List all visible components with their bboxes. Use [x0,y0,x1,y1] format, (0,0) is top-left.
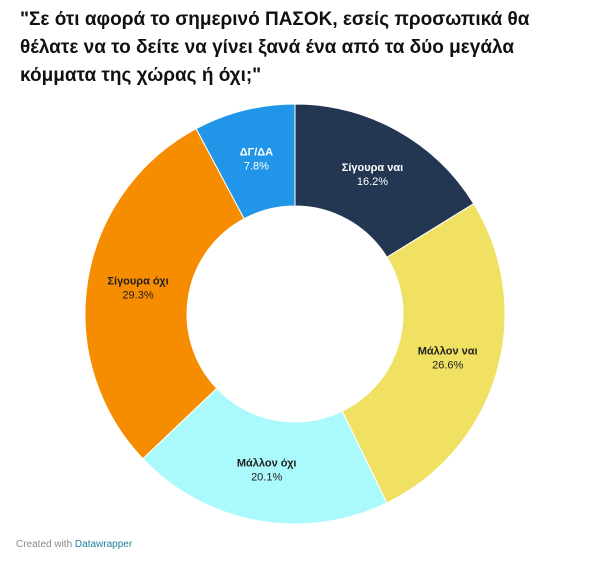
value-label: 20.1% [251,471,282,483]
slice [142,387,388,525]
footer-link[interactable]: Datawrapper [74,539,133,550]
value-label: 7.8% [244,161,269,173]
value-label: 16.2% [357,176,388,188]
value-label: 29.3% [122,290,153,302]
slice-label: Σίγουρα όχι [107,276,168,288]
chart-title: "Σε ότι αφορά το σημερινό ΠΑΣΟΚ, εσείς π… [20,9,530,86]
slice [341,203,506,504]
slice-label: Μάλλον ναι [418,345,478,357]
slice [84,128,245,460]
value-label: 26.6% [432,359,463,371]
slice-label: Σίγουρα ναι [342,162,403,174]
footer-prefix: Created with [16,539,73,550]
slice-label: ΔΓ/ΔΑ [240,147,273,159]
slice [195,103,296,220]
slice [294,103,475,258]
footer: Created with Datawrapper [16,539,132,550]
slice-label: Μάλλον όχι [237,457,297,469]
